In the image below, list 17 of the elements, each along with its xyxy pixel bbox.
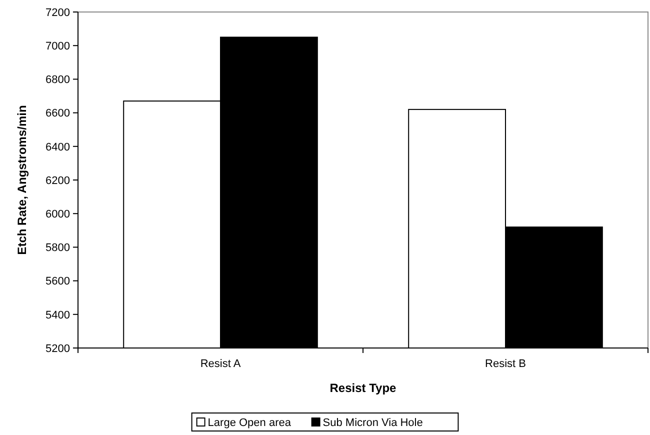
y-tick-label: 6600 xyxy=(46,108,70,120)
legend-label: Sub Micron Via Hole xyxy=(322,417,423,429)
legend-label: Large Open area xyxy=(208,417,292,429)
y-tick-label: 6800 xyxy=(46,74,70,86)
y-tick-label: 5800 xyxy=(46,242,70,254)
x-axis-title: Resist Type xyxy=(330,381,397,395)
y-tick-label: 5400 xyxy=(46,309,70,322)
y-tick-label: 5200 xyxy=(46,342,70,355)
y-tick-label: 7200 xyxy=(46,6,70,19)
y-tick-label: 6200 xyxy=(46,174,70,187)
y-tick-label: 5600 xyxy=(46,276,70,288)
x-tick-label: Resist B xyxy=(485,358,526,370)
y-tick-label: 7000 xyxy=(46,40,70,52)
y-axis-title: Etch Rate, Angstroms/min xyxy=(15,105,29,255)
y-tick-label: 6000 xyxy=(46,208,70,220)
x-tick-label: Resist A xyxy=(200,358,242,370)
y-tick-label: 6400 xyxy=(46,141,70,154)
